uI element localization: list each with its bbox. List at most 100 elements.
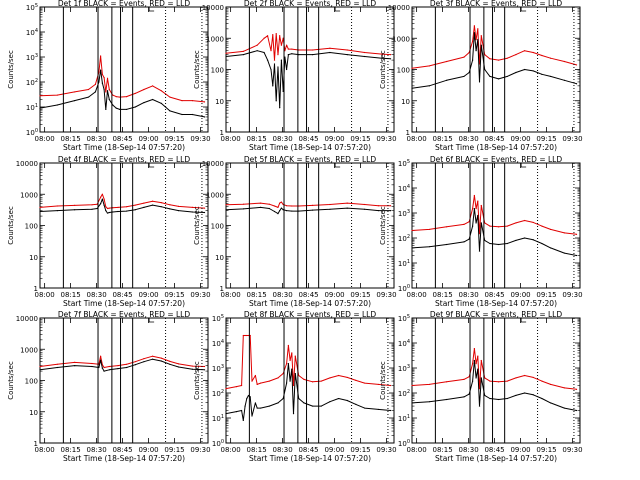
x-tick-label: 08:15 <box>247 291 267 299</box>
data-point <box>105 91 107 93</box>
time-bracket-marker <box>334 163 341 168</box>
data-point <box>117 210 119 213</box>
data-point <box>523 50 526 52</box>
data-point <box>549 247 552 249</box>
x-tick-label: 08:45 <box>484 135 504 143</box>
data-point <box>242 50 244 52</box>
x-tick-label: 09:00 <box>138 291 158 299</box>
data-point <box>311 381 314 383</box>
data-point <box>280 207 283 209</box>
data-point <box>275 100 277 102</box>
data-point <box>329 203 331 206</box>
data-point <box>277 213 279 215</box>
data-point <box>355 403 357 405</box>
data-point <box>56 205 58 207</box>
x-tick-label: 09:30 <box>376 446 396 454</box>
data-point <box>203 369 206 371</box>
data-point <box>106 77 109 79</box>
data-point <box>523 237 526 239</box>
data-point <box>497 243 500 246</box>
data-point <box>87 96 90 98</box>
x-tick-label: 09:15 <box>350 446 370 454</box>
data-point <box>74 204 76 206</box>
time-bracket-marker <box>334 318 341 323</box>
data-point <box>291 48 293 50</box>
data-point <box>169 363 171 365</box>
x-tick-label: 09:00 <box>324 291 344 299</box>
lld-series-line <box>39 193 205 209</box>
y-tick-label: 103 <box>398 209 410 218</box>
x-tick-label: 08:15 <box>61 291 81 299</box>
data-point <box>160 202 162 204</box>
data-point <box>263 51 265 54</box>
x-tick-label: 08:00 <box>407 135 427 143</box>
data-point <box>169 208 171 210</box>
data-point <box>277 53 279 56</box>
data-point <box>478 250 481 252</box>
data-point <box>169 360 171 362</box>
data-point <box>389 209 392 212</box>
data-point <box>279 202 281 204</box>
data-point <box>563 387 566 389</box>
y-tick-label: 100 <box>397 67 410 75</box>
data-point <box>411 247 413 249</box>
data-point <box>489 58 491 60</box>
data-point <box>515 71 517 74</box>
data-point <box>91 362 93 365</box>
data-point <box>515 239 517 242</box>
data-point <box>272 85 274 87</box>
data-point <box>119 96 121 98</box>
data-point <box>484 239 486 242</box>
data-point <box>191 206 194 208</box>
data-point <box>191 100 194 102</box>
y-tick-label: 1000 <box>206 35 224 43</box>
data-point <box>575 409 578 412</box>
data-point <box>235 386 237 388</box>
data-point <box>273 205 276 207</box>
data-point <box>463 56 465 58</box>
data-point <box>247 394 250 397</box>
data-point <box>117 206 119 208</box>
data-point <box>39 95 41 97</box>
data-point <box>523 219 526 222</box>
data-point <box>291 210 293 212</box>
data-point <box>112 104 114 106</box>
data-point <box>477 28 479 30</box>
x-tick-label: 09:30 <box>190 446 210 454</box>
x-tick-label: 08:15 <box>433 135 453 143</box>
data-point <box>96 203 98 205</box>
x-tick-label: 09:15 <box>350 135 370 143</box>
data-point <box>389 409 392 412</box>
data-point <box>74 361 76 363</box>
data-point <box>489 242 491 245</box>
data-point <box>105 108 107 111</box>
data-point <box>468 393 470 395</box>
data-point <box>203 207 206 209</box>
data-point <box>151 355 154 357</box>
data-point <box>74 364 76 367</box>
data-point <box>256 407 258 409</box>
data-point <box>473 347 475 350</box>
y-tick-label: 10 <box>215 254 224 262</box>
data-point <box>280 44 283 46</box>
y-tick-label: 102 <box>398 389 410 398</box>
data-point <box>337 374 340 377</box>
data-point <box>377 209 380 212</box>
data-point <box>477 214 479 217</box>
data-point <box>532 239 534 241</box>
data-point <box>292 412 295 415</box>
data-point <box>101 193 103 195</box>
data-point <box>478 387 481 390</box>
data-point <box>541 380 543 382</box>
data-point <box>39 107 41 109</box>
x-tick-label: 09:15 <box>536 446 556 454</box>
data-point <box>541 397 543 400</box>
data-point <box>242 53 244 56</box>
lld-series-line <box>411 348 577 390</box>
x-axis-label: Start Time (18-Sep-14 07:57:20) <box>435 299 557 308</box>
y-tick-label: 101 <box>398 414 410 423</box>
data-point <box>160 206 162 208</box>
data-point <box>497 381 500 383</box>
data-point <box>115 107 117 109</box>
data-point <box>303 402 305 404</box>
